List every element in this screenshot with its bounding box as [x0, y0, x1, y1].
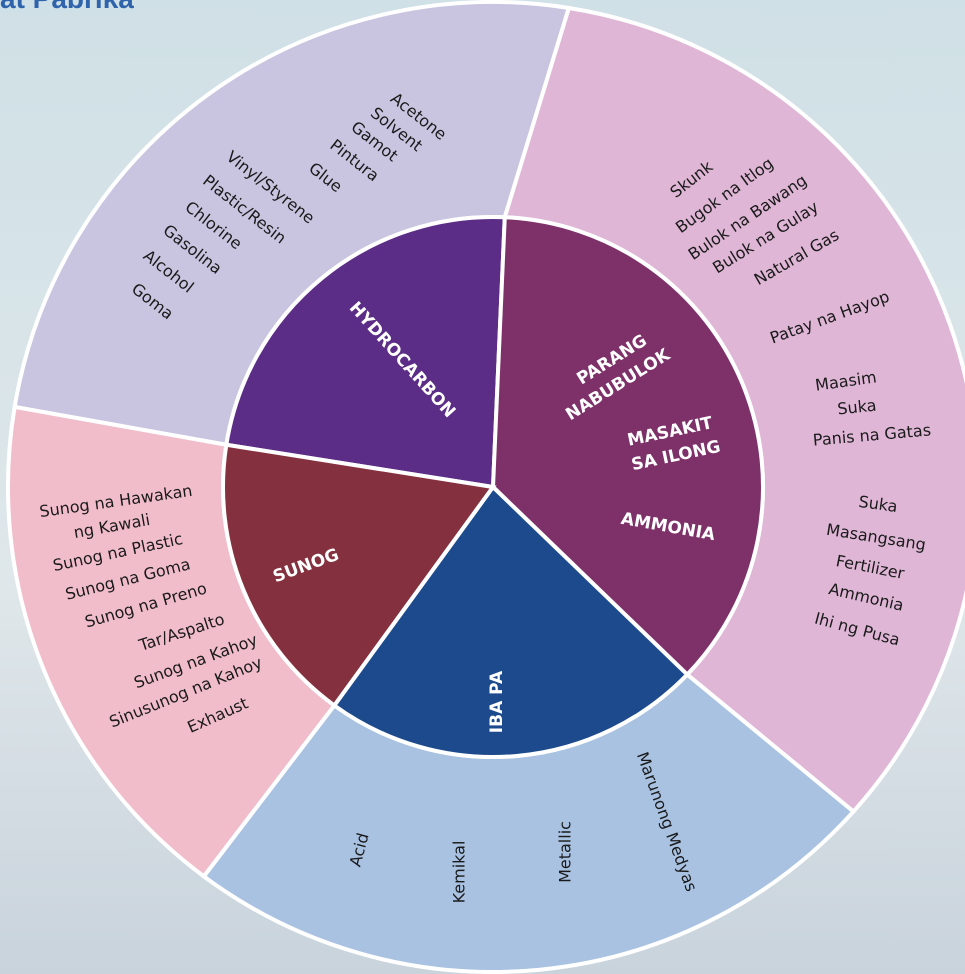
item: Metallic: [556, 821, 575, 883]
item: Kemikal: [450, 841, 469, 904]
diagram: at Pabrika Acetone Solvent Gamot Pintura…: [0, 0, 965, 974]
category-label: IBA PA: [487, 670, 507, 733]
title: at Pabrika: [0, 0, 134, 14]
item: Suka: [836, 396, 877, 419]
